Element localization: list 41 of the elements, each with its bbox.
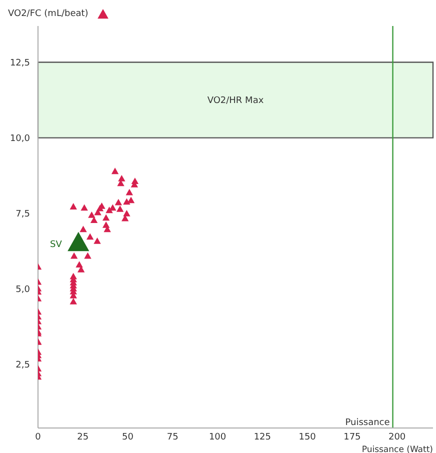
point bbox=[70, 252, 78, 259]
y-tick-label: 12,5 bbox=[10, 58, 30, 68]
point bbox=[94, 208, 102, 216]
point bbox=[90, 216, 98, 224]
point bbox=[80, 226, 87, 232]
x-tick-label: 25 bbox=[77, 432, 89, 442]
point bbox=[76, 261, 83, 268]
x-axis-title: Puissance (Watt) bbox=[362, 445, 433, 453]
point bbox=[84, 252, 92, 259]
point bbox=[127, 196, 135, 204]
x-tick-label: 100 bbox=[208, 432, 226, 442]
y-tick-label: 5,0 bbox=[16, 285, 30, 296]
legend-label: VO2/FC (mL/beat) bbox=[8, 9, 88, 19]
point bbox=[118, 174, 126, 182]
point bbox=[111, 168, 119, 174]
y-tick-label: 2,5 bbox=[16, 360, 30, 371]
x-tick-label: 175 bbox=[344, 432, 361, 442]
point bbox=[114, 198, 122, 206]
x-tick-label: 75 bbox=[166, 432, 178, 442]
x-tick-label: 150 bbox=[298, 432, 316, 442]
point bbox=[94, 238, 101, 244]
point bbox=[80, 204, 88, 211]
point bbox=[116, 205, 124, 212]
point bbox=[102, 214, 110, 221]
point bbox=[126, 188, 133, 196]
point bbox=[123, 210, 130, 216]
point bbox=[123, 198, 130, 205]
point bbox=[88, 212, 96, 218]
point bbox=[106, 206, 113, 214]
x-tick-label: 200 bbox=[388, 432, 406, 442]
x-tick-label: 50 bbox=[122, 432, 134, 442]
y-tick-label: 10,0 bbox=[10, 134, 30, 144]
y-tick-label: 7,5 bbox=[16, 210, 30, 220]
ref-line-label: Puissance bbox=[345, 418, 390, 428]
point bbox=[70, 203, 77, 210]
x-tick-label: 125 bbox=[254, 432, 272, 442]
x-tick-label: 0 bbox=[35, 432, 42, 442]
point bbox=[86, 233, 94, 240]
band-label: VO2/HR Max bbox=[207, 96, 264, 106]
series-label: SV bbox=[50, 240, 63, 250]
point bbox=[70, 298, 77, 304]
